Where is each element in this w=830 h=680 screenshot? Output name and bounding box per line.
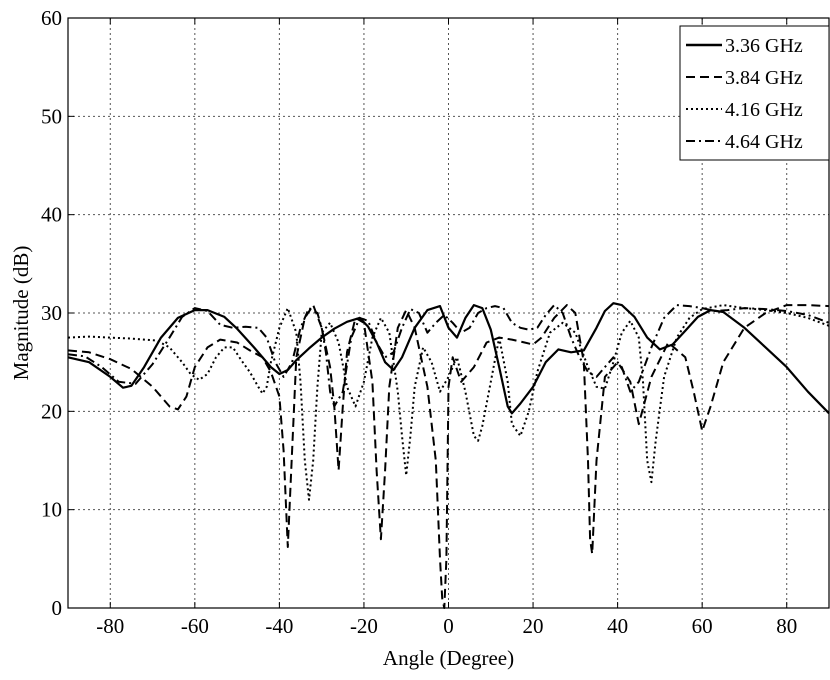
legend-label: 4.64 GHz <box>725 131 803 153</box>
x-tick-label: 20 <box>523 614 544 638</box>
legend-label: 4.16 GHz <box>725 99 803 121</box>
y-tick-label: 0 <box>52 596 63 620</box>
x-axis-label: Angle (Degree) <box>383 646 514 670</box>
y-tick-label: 10 <box>41 498 62 522</box>
x-tick-label: 0 <box>443 614 454 638</box>
y-axis-label: Magnitude (dB) <box>9 246 33 381</box>
y-tick-label: 30 <box>41 301 62 325</box>
x-tick-label: 60 <box>692 614 713 638</box>
y-tick-label: 50 <box>41 104 62 128</box>
y-tick-label: 60 <box>41 6 62 30</box>
legend: 3.36 GHz 3.84 GHz 4.16 GHz 4.64 GHz <box>680 26 829 160</box>
series-line-2 <box>68 305 829 608</box>
y-tick-label: 20 <box>41 399 62 423</box>
x-tick-label: -20 <box>350 614 378 638</box>
legend-label: 3.36 GHz <box>725 35 803 57</box>
x-tick-label: -60 <box>181 614 209 638</box>
legend-label: 3.84 GHz <box>725 67 803 89</box>
series-line-4 <box>68 305 829 406</box>
x-tick-label: 80 <box>776 614 797 638</box>
x-tick-label: 40 <box>607 614 628 638</box>
x-tick-label: -40 <box>265 614 293 638</box>
x-tick-label: -80 <box>96 614 124 638</box>
y-tick-label: 40 <box>41 203 62 227</box>
